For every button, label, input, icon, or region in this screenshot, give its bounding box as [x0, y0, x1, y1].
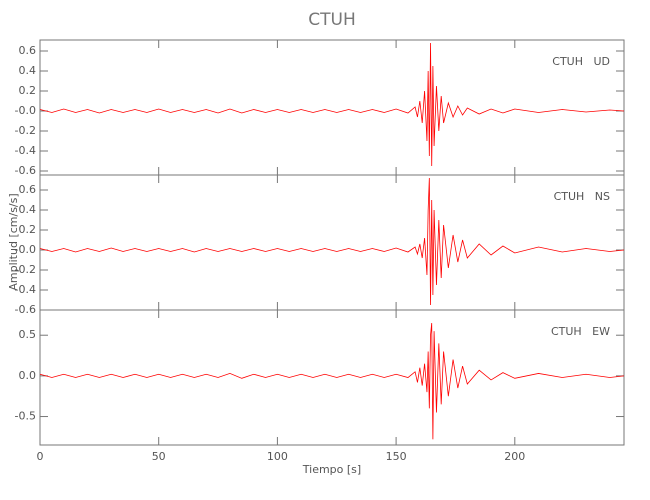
x-tick-label: 100 — [267, 450, 288, 463]
y-tick-label: -0.2 — [15, 124, 36, 137]
y-tick-label: 0.6 — [19, 183, 37, 196]
x-tick-label: 50 — [152, 450, 166, 463]
y-tick-label: -0.6 — [15, 164, 36, 177]
panel-frame — [39, 39, 625, 176]
y-tick-label: 0.4 — [19, 203, 37, 216]
chart-title: CTUH — [308, 10, 355, 30]
y-tick-label: -0.6 — [15, 303, 36, 316]
y-tick-label: 0.5 — [19, 328, 37, 341]
y-tick-label: -0.5 — [15, 410, 36, 423]
x-tick-label: 200 — [504, 450, 525, 463]
x-tick-label: 150 — [386, 450, 407, 463]
y-tick-label: 0.4 — [19, 64, 37, 77]
trace — [39, 177, 625, 306]
y-tick-label: -0.4 — [15, 144, 36, 157]
y-tick-label: -0.4 — [15, 283, 36, 296]
panel-annotation: CTUH EW — [551, 325, 610, 338]
y-tick-label: -0.2 — [15, 263, 36, 276]
y-tick-label: -0.0 — [15, 104, 36, 117]
x-tick-label: 0 — [37, 450, 44, 463]
x-axis-label: Tiempo [s] — [302, 463, 361, 476]
y-tick-label: 0.2 — [19, 223, 37, 236]
y-tick-label: 0.6 — [19, 44, 37, 57]
panel-annotation: CTUH UD — [552, 55, 610, 68]
y-tick-label: 0.2 — [19, 84, 37, 97]
panel-frame — [39, 309, 625, 446]
panel-annotation: CTUH NS — [554, 190, 610, 203]
y-tick-label: 0.0 — [19, 369, 37, 382]
trace — [39, 322, 625, 440]
panel-frame — [39, 174, 625, 311]
y-axis-label: Amplitud [cm/s/s] — [7, 193, 20, 290]
y-tick-label: -0.0 — [15, 243, 36, 256]
trace — [39, 42, 625, 167]
